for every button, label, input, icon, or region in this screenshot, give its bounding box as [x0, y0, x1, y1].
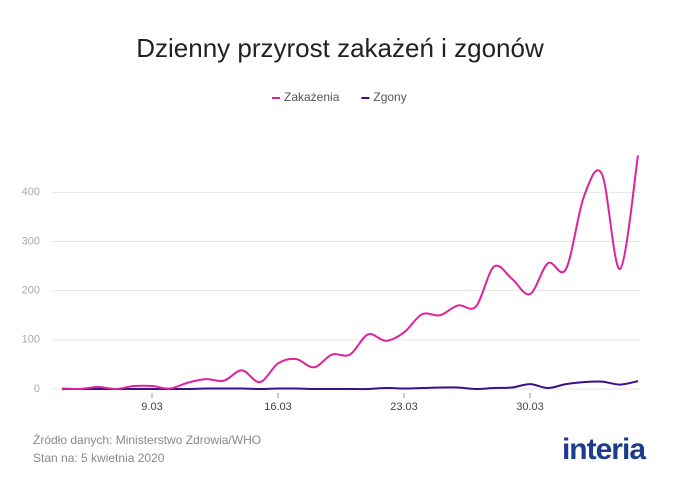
- y-tick-label: 200: [22, 285, 40, 297]
- x-tick-label: 23.03: [390, 401, 418, 413]
- x-tick-label: 16.03: [264, 401, 292, 413]
- source: Źródło danych: Ministerstwo Zdrowia/WHO: [33, 432, 261, 447]
- y-tick-label: 400: [22, 186, 40, 198]
- x-tick-label: 30.03: [516, 401, 544, 413]
- x-tick-label: 9.03: [141, 401, 162, 413]
- series-line: [61, 155, 639, 391]
- y-tick-label: 0: [34, 383, 40, 395]
- legend-label: Zakażenia: [284, 90, 340, 104]
- legend-label: Zgony: [373, 90, 406, 104]
- y-tick-label: 100: [22, 334, 40, 346]
- y-tick-label: 300: [22, 235, 40, 247]
- date-note: Stan na: 5 kwietnia 2020: [33, 451, 165, 465]
- chart-title: Dzienny przyrost zakażeń i zgonów: [136, 33, 544, 63]
- series-line: [62, 380, 639, 391]
- logo: interia: [562, 433, 646, 466]
